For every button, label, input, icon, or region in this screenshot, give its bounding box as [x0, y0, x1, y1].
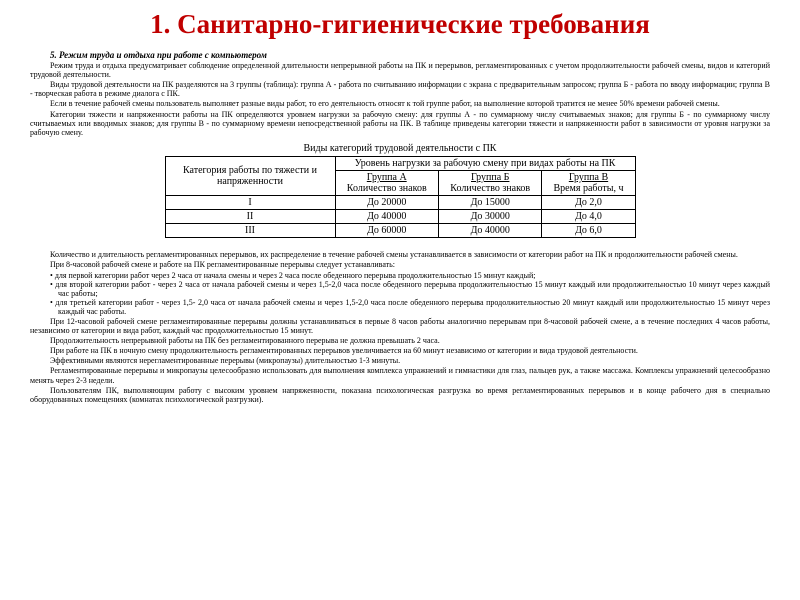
paragraph: Если в течение рабочей смены пользовател… [30, 99, 770, 108]
paragraph: Регламентированные перерывы и микропаузы… [30, 366, 770, 384]
th-group-a: Группа АКоличество знаков [335, 171, 438, 196]
categories-table: Категория работы по тяжести и напряженно… [165, 156, 636, 238]
paragraph: Категории тяжести и напряженности работы… [30, 110, 770, 138]
page-title: 1. Санитарно-гигиенические требования [30, 10, 770, 40]
paragraph: Пользователям ПК, выполняющим работу с в… [30, 386, 770, 404]
paragraph: Эффективными являются нерегламентированн… [30, 356, 770, 365]
bullet-item: • для третьей категории работ - через 1,… [38, 298, 770, 316]
table-row: IIIДо 60000До 40000До 6,0 [165, 224, 635, 238]
bullet-item: • для второй категории работ - через 2 ч… [38, 280, 770, 298]
th-category: Категория работы по тяжести и напряженно… [165, 157, 335, 196]
paragraph: При работе на ПК в ночную смену продолжи… [30, 346, 770, 355]
paragraph: При 12-часовой рабочей смене регламентир… [30, 317, 770, 335]
table-row: IIДо 40000До 30000До 4,0 [165, 210, 635, 224]
paragraph: Продолжительность непрерывной работы на … [30, 336, 770, 345]
paragraph: Виды трудовой деятельности на ПК разделя… [30, 80, 770, 98]
table-row: IДо 20000До 15000До 2,0 [165, 196, 635, 210]
table-caption: Виды категорий трудовой деятельности с П… [30, 143, 770, 154]
th-load: Уровень нагрузки за рабочую смену при ви… [335, 157, 635, 171]
bullet-item: • для первой категории работ через 2 час… [38, 271, 770, 280]
section-subheading: 5. Режим труда и отдыха при работе с ком… [30, 50, 770, 60]
paragraph: Количество и длительность регламентирова… [30, 250, 770, 259]
th-group-v: Группа ВВремя работы, ч [542, 171, 635, 196]
th-group-b: Группа БКоличество знаков [438, 171, 541, 196]
paragraph: При 8-часовой рабочей смене и работе на … [30, 260, 770, 269]
paragraph: Режим труда и отдыха предусматривает соб… [30, 61, 770, 79]
